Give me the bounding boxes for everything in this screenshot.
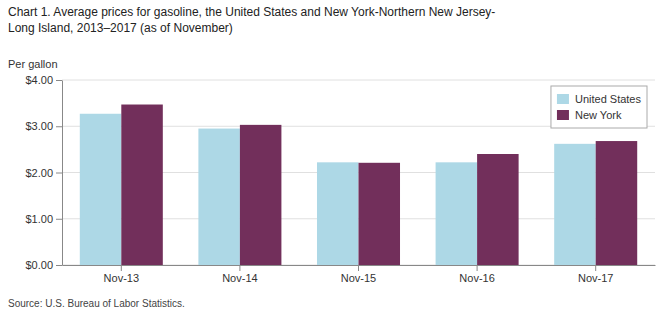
x-tick: Nov-15 [341,265,376,284]
y-axis: $0.00 $1.00 $2.00 $3.00 $4.00 [25,74,62,271]
y-tick: $1.00 [25,213,62,225]
y-tick: $0.00 [25,259,62,271]
bar [359,163,401,265]
y-tick: $4.00 [25,74,62,86]
grid-line [62,80,655,81]
bar [596,141,638,265]
x-tick-mark [121,265,122,271]
y-axis-line [62,81,63,266]
x-tick: Nov-14 [222,265,257,284]
bar [436,162,478,265]
bar-series [121,105,637,265]
x-tick-label: Nov-17 [578,272,613,284]
y-tick-label: $3.00 [25,120,53,132]
legend-label: New York [575,109,622,121]
x-tick: Nov-17 [578,265,613,284]
x-tick-label: Nov-16 [459,272,494,284]
legend-item: New York [557,109,622,121]
bar [198,129,240,265]
legend-label: United States [575,93,642,105]
y-tick-mark [56,265,62,266]
y-tick: $2.00 [25,167,62,179]
chart: Chart 1. Average prices for gasoline, th… [0,0,670,315]
bars [80,105,637,265]
bar [121,105,163,265]
title: Chart 1. Average prices for gasoline, th… [8,5,495,19]
x-tick-label: Nov-14 [222,272,257,284]
x-tick: Nov-16 [459,265,494,284]
y-tick-label: $0.00 [25,259,53,271]
x-tick-mark [595,265,596,271]
y-tick-label: $2.00 [25,167,53,179]
x-tick: Nov-13 [104,265,139,284]
x-tick-mark [477,265,478,271]
y-tick-mark [56,219,62,220]
grid [62,80,655,265]
bar [554,144,596,265]
y-tick: $3.00 [25,120,62,132]
y-tick-mark [56,173,62,174]
legend: United States New York [551,86,647,128]
annotation: Source: U.S. Bureau of Labor Statistics. [8,298,185,309]
bar [477,154,519,265]
x-tick-label: Nov-15 [341,272,376,284]
x-tick-label: Nov-13 [104,272,139,284]
x-tick-mark [358,265,359,271]
y-tick-label: $1.00 [25,213,53,225]
legend-item: United States [557,93,642,105]
subtitle: Long Island, 2013–2017 (as of November) [8,21,233,35]
bar [240,125,282,265]
legend-swatch [557,110,569,120]
x-axis: Nov-13 Nov-14 Nov-15 Nov-16 Nov-17 [63,265,656,284]
legend-swatch [557,94,569,104]
y-axis-label: Per gallon [8,58,58,70]
bar [80,114,122,265]
y-tick-mark [56,80,62,81]
bar [317,162,359,265]
y-tick-label: $4.00 [25,74,53,86]
y-tick-mark [56,126,62,127]
plot-area: $0.00$1.00$2.00$3.00$4.00Nov-13Nov-14Nov… [25,74,655,284]
x-tick-mark [239,265,240,271]
legend-frame [551,86,647,128]
